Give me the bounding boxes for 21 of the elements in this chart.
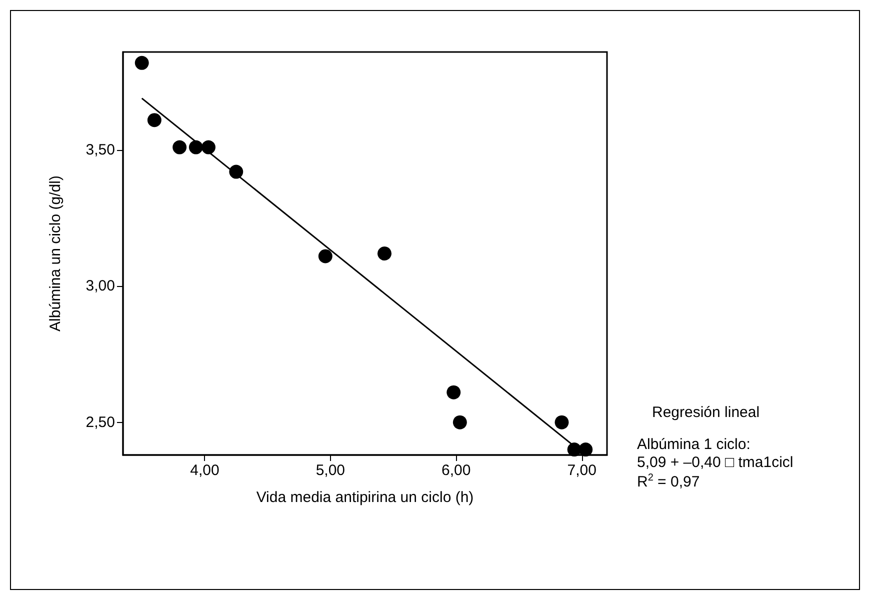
point bbox=[452, 415, 467, 430]
text: Albúmina 1 ciclo: bbox=[637, 436, 750, 453]
point bbox=[318, 249, 332, 264]
point bbox=[172, 140, 187, 154]
point bbox=[578, 442, 593, 457]
y-tick-label: 3,50 bbox=[86, 142, 115, 159]
point bbox=[147, 113, 162, 128]
y-tick-label: 3,00 bbox=[86, 278, 115, 295]
text: 5,09 + –0,40 □ tma1cicl bbox=[637, 454, 794, 471]
y-axis-title: Albúmina un ciclo (g/dl) bbox=[47, 176, 64, 332]
x-tick-label: 5,00 bbox=[316, 462, 346, 479]
point bbox=[378, 246, 392, 260]
point bbox=[554, 415, 569, 430]
point bbox=[446, 385, 461, 400]
x-tick-label: 7,00 bbox=[567, 462, 596, 479]
x-tick-label: 4,00 bbox=[190, 462, 220, 479]
x-axis-title: Vida media antipirina un ciclo (h) bbox=[256, 489, 474, 506]
text: Regresión lineal bbox=[652, 404, 760, 421]
y-tick-label: 2,50 bbox=[86, 414, 115, 431]
x-tick-label: 6,00 bbox=[442, 462, 471, 479]
point bbox=[134, 56, 149, 70]
